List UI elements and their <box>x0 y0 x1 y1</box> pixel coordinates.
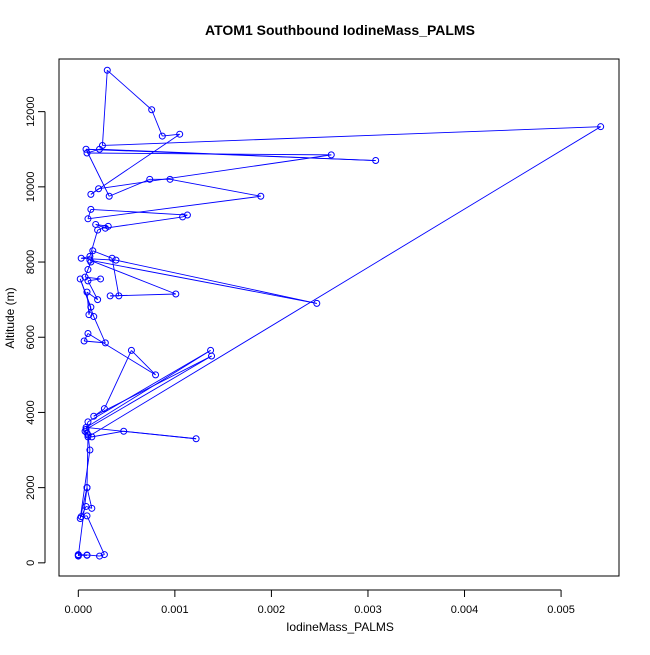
y-tick-label: 6000 <box>25 325 37 349</box>
x-tick-label: 0.003 <box>354 604 382 616</box>
y-tick-label: 10000 <box>25 172 37 203</box>
y-tick-label: 2000 <box>25 475 37 499</box>
x-axis-label: IodineMass_PALMS <box>286 620 394 634</box>
x-tick-label: 0.002 <box>258 604 286 616</box>
y-tick-label: 4000 <box>25 400 37 424</box>
x-tick-label: 0.000 <box>65 604 93 616</box>
y-tick-label: 0 <box>25 560 37 566</box>
y-tick-label: 8000 <box>25 250 37 274</box>
y-axis-label: Altitude (m) <box>3 287 17 348</box>
x-tick-label: 0.001 <box>161 604 189 616</box>
x-tick-label: 0.005 <box>547 604 575 616</box>
x-tick-label: 0.004 <box>451 604 479 616</box>
chart-title: ATOM1 Southbound IodineMass_PALMS <box>205 22 475 38</box>
y-tick-label: 12000 <box>25 96 37 127</box>
